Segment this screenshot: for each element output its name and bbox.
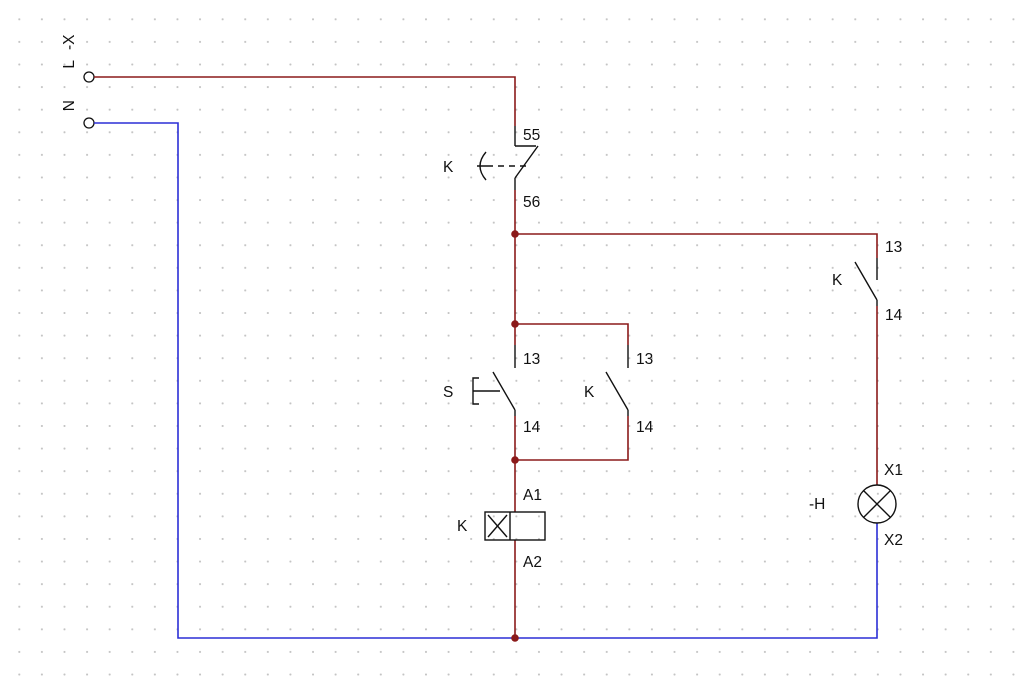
live-wires: [94, 76, 878, 638]
nc-contact-pin-top: 55: [523, 127, 540, 144]
lamp-contact-pin-bottom: 14: [885, 307, 903, 324]
time-delay-icon: [477, 151, 487, 181]
relay-nc-contact[interactable]: K 55 56: [443, 126, 540, 211]
nc-contact-device: K: [443, 159, 454, 176]
no-contact-lines: [854, 258, 878, 306]
junction-dot: [511, 456, 519, 464]
no-contact-lines: [605, 345, 629, 416]
nc-contact-pin-bottom: 56: [523, 194, 540, 211]
lamp-branch-contact[interactable]: K 13 14: [832, 239, 903, 324]
lamp-contact-pin-top: 13: [885, 239, 902, 256]
terminal-label-n: N: [61, 100, 78, 111]
indicator-lamp[interactable]: -H X1 X2: [809, 462, 903, 549]
junction-dot: [511, 634, 519, 642]
lamp-cross-icon: [863, 490, 891, 518]
relay-coil[interactable]: K A1 A2: [457, 487, 546, 571]
self-hold-pin-top: 13: [636, 351, 653, 368]
coil-pin-top: A1: [523, 487, 542, 504]
coil-cross-icon: [487, 514, 508, 538]
junction-dot: [511, 320, 519, 328]
self-hold-contact[interactable]: K 13 14: [584, 345, 654, 436]
terminal-n[interactable]: [83, 117, 95, 129]
coil-device: K: [457, 518, 468, 535]
pushbutton-actuator-icon: [472, 377, 500, 405]
lamp-device: -H: [809, 496, 825, 513]
junctions: [511, 230, 519, 642]
wire-parallel-bottom[interactable]: [515, 416, 629, 461]
lamp-contact-device: K: [832, 272, 843, 289]
junction-dot: [511, 230, 519, 238]
terminal-l[interactable]: [83, 71, 95, 83]
terminal-strip-name: -X: [61, 34, 78, 50]
terminal-label-l: L: [61, 60, 78, 69]
lamp-pin-bottom: X2: [884, 532, 903, 549]
pushbutton-device: S: [443, 384, 453, 401]
lamp-pin-top: X1: [884, 462, 903, 479]
lamp-icon: [857, 484, 897, 524]
terminal-strip: -X L N: [61, 34, 95, 129]
coil-pin-bottom: A2: [523, 554, 542, 571]
wire-l-supply[interactable]: [94, 76, 516, 126]
no-contact-lines: [492, 345, 516, 416]
neutral-wires: [94, 122, 878, 639]
wire-n-return[interactable]: [94, 122, 878, 639]
wire-parallel-top[interactable]: [515, 323, 629, 345]
coil-body: [484, 511, 546, 541]
pushbutton-pin-bottom: 14: [523, 419, 541, 436]
pushbutton-pin-top: 13: [523, 351, 540, 368]
pushbutton-contact[interactable]: S 13 14: [443, 345, 541, 436]
self-hold-device: K: [584, 384, 595, 401]
self-hold-pin-bottom: 14: [636, 419, 654, 436]
nc-contact-lines: [514, 126, 539, 190]
wire-to-lamp-branch[interactable]: [515, 233, 878, 258]
